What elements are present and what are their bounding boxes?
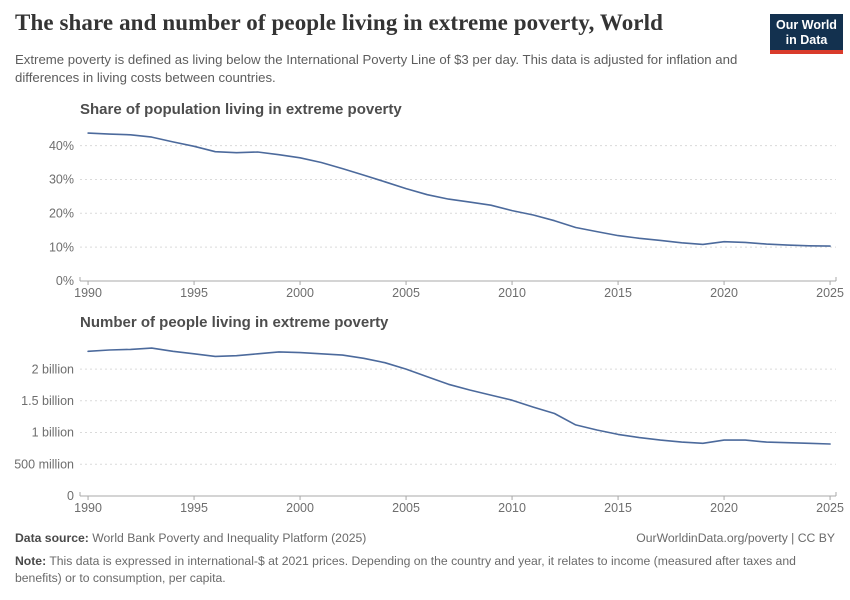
y-tick-label: 1.5 billion (21, 394, 74, 408)
note-row: Note: This data is expressed in internat… (15, 553, 837, 586)
x-tick-label: 2005 (392, 501, 420, 515)
share-chart-plot[interactable]: 0% 10% 20% 30% 40% 1990 1995 2000 2005 2010 2015 20… (0, 95, 850, 305)
data-source-label: Data source: (15, 531, 89, 545)
chart-subtitle: Extreme poverty is defined as living bel… (15, 52, 738, 85)
x-tick-label: 2010 (498, 286, 526, 300)
x-tick-label: 1990 (74, 501, 102, 515)
y-tick-label: 2 billion (32, 362, 74, 376)
x-tick-label: 2010 (498, 501, 526, 515)
y-tick-label: 20% (49, 207, 74, 221)
x-tick-label: 2015 (604, 286, 632, 300)
y-tick-label: 1 billion (32, 426, 74, 440)
data-line-world[interactable] (87, 347, 831, 445)
x-tick-label: 2015 (604, 501, 632, 515)
note-label: Note: (15, 554, 47, 568)
x-tick-label: 2025 (816, 501, 844, 515)
x-tick-label: 2025 (816, 286, 844, 300)
data-source-row: Data source: World Bank Poverty and Ineq… (15, 531, 835, 545)
x-tick-label: 2000 (286, 286, 314, 300)
x-tick-label: 2020 (710, 501, 738, 515)
number-chart-plot[interactable]: 0 500 million 1 billion 1.5 billion 2 billio… (0, 305, 850, 520)
data-line-world[interactable] (87, 132, 831, 247)
y-tick-label: 500 million (14, 457, 74, 471)
x-tick-label: 2005 (392, 286, 420, 300)
y-tick-label: 10% (49, 240, 74, 254)
note-value: This data is expressed in international-… (15, 554, 796, 585)
y-tick-label: 0 (67, 489, 74, 503)
owid-logo-line2: in Data (785, 33, 828, 47)
y-tick-label: 0% (56, 274, 74, 288)
share-chart-title: Share of population living in extreme po… (80, 101, 402, 118)
data-source-value: World Bank Poverty and Inequality Platfo… (88, 531, 367, 545)
y-tick-label: 40% (49, 139, 74, 153)
x-tick-label: 2020 (710, 286, 738, 300)
y-tick-label: 30% (49, 173, 74, 187)
owid-logo[interactable]: Our World in Data (770, 14, 843, 54)
x-tick-label: 1995 (180, 286, 208, 300)
credit-link[interactable]: OurWorldinData.org/poverty | CC BY (636, 531, 835, 545)
owid-logo-line1: Our World (776, 18, 837, 32)
x-tick-label: 1990 (74, 286, 102, 300)
page-title: The share and number of people living in… (15, 10, 663, 35)
x-tick-label: 2000 (286, 501, 314, 515)
x-tick-label: 1995 (180, 501, 208, 515)
number-chart-title: Number of people living in extreme pover… (80, 314, 389, 331)
